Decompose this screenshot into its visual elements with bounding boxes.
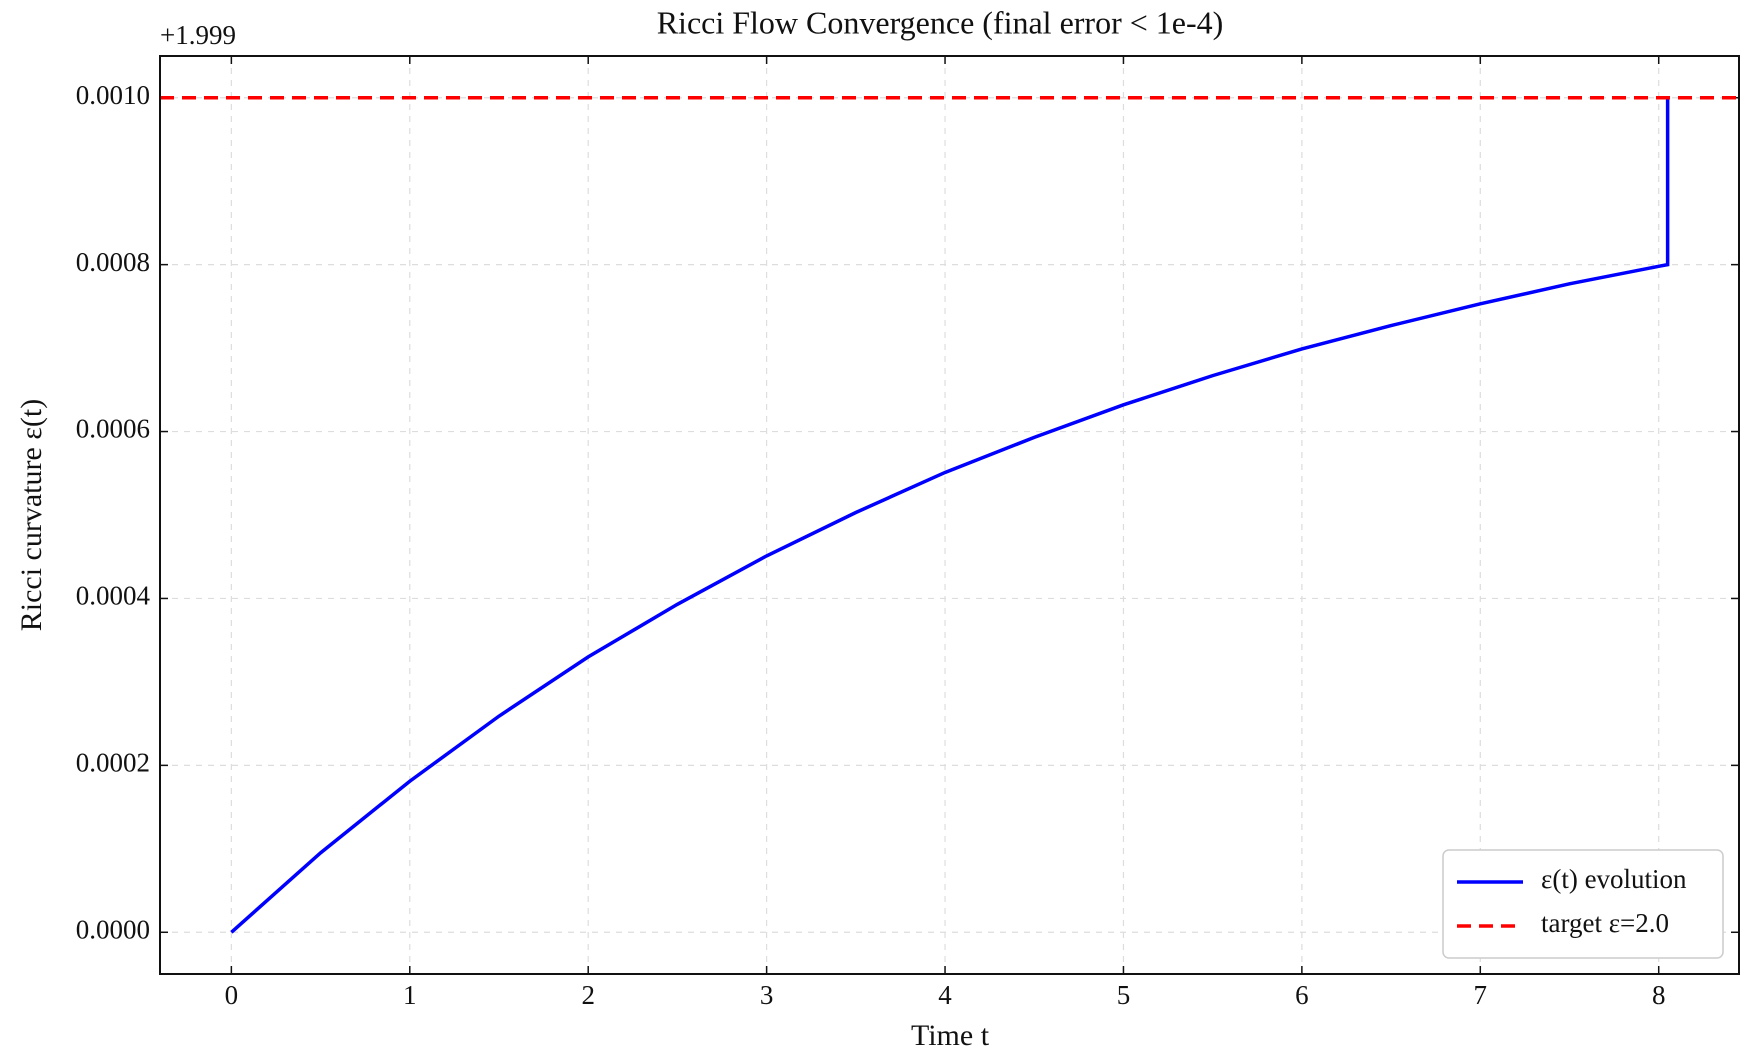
line-series xyxy=(230,97,1670,934)
x-axis-label: Time t xyxy=(911,1019,990,1052)
x-tick-label: 2 xyxy=(581,980,595,1010)
legend-label: ε(t) evolution xyxy=(1541,864,1687,894)
x-tick-label: 0 xyxy=(225,980,239,1010)
legend-box xyxy=(1442,849,1724,959)
x-tick-label: 4 xyxy=(938,980,952,1010)
y-tick-label: 0.0000 xyxy=(76,914,150,944)
y-tick-label: 0.0008 xyxy=(76,247,150,277)
y-tick-label: 0.0010 xyxy=(76,80,150,110)
y-tick-label: 0.0004 xyxy=(76,581,151,611)
x-tick-label: 5 xyxy=(1117,980,1131,1010)
y-axis-label: Ricci curvature ε(t) xyxy=(15,399,48,632)
x-tick-label: 1 xyxy=(403,980,417,1010)
legend-label: target ε=2.0 xyxy=(1541,908,1669,938)
y-offset: +1.999 xyxy=(160,20,236,50)
chart-title: Ricci Flow Convergence (final error < 1e… xyxy=(657,4,1224,40)
x-tick-label: 3 xyxy=(760,980,774,1010)
x-tick-label: 7 xyxy=(1474,980,1488,1010)
x-tick-label: 8 xyxy=(1652,980,1666,1010)
y-tick-label: 0.0002 xyxy=(76,748,150,778)
x-tick-label: 6 xyxy=(1295,980,1309,1010)
plot-frame xyxy=(159,55,1740,975)
y-tick-label: 0.0006 xyxy=(76,414,150,444)
